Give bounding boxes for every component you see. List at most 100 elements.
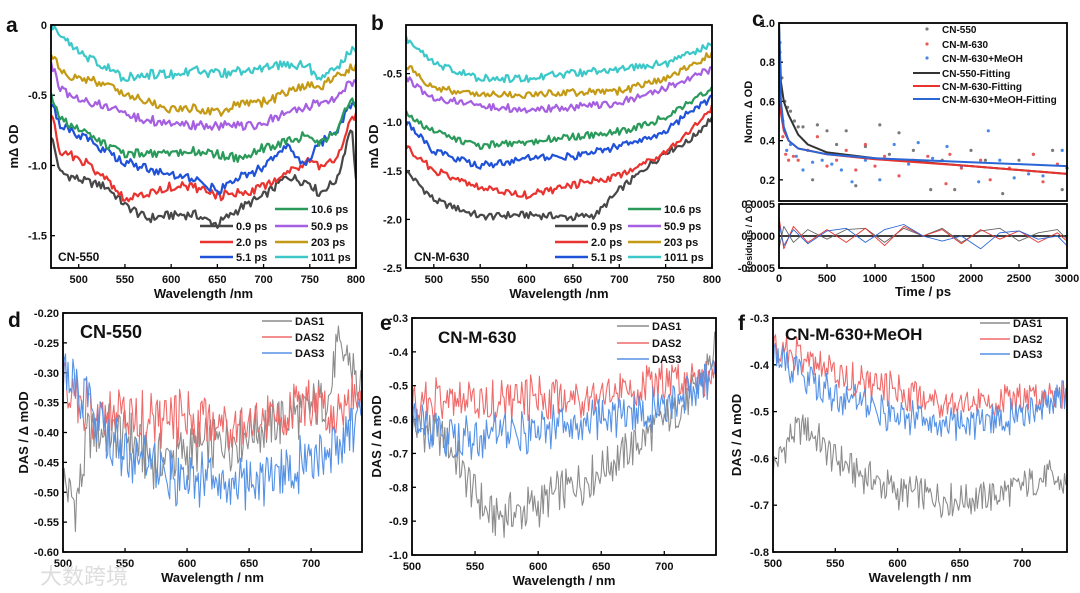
y-tick-label: -0.35	[34, 398, 59, 410]
series-group	[63, 325, 362, 533]
x-tick-label: 550	[116, 274, 134, 286]
y-tick-label: -0.5	[383, 69, 402, 81]
legend-label: DAS2	[1013, 334, 1042, 346]
scatter-point-cn-m-630-meoh	[839, 168, 844, 172]
plot-frame	[778, 22, 1068, 202]
x-tick-label: 700	[610, 274, 628, 286]
legend-label: 10.6 ps	[311, 204, 348, 216]
legend-marker	[925, 42, 929, 46]
y-axis-title: mΔ OD	[366, 124, 381, 168]
scatter-point-cn-550	[854, 184, 858, 188]
series-line-50-9-ps	[51, 61, 356, 131]
scatter-point-cn-550	[844, 129, 848, 133]
series-line-10-6-ps	[51, 92, 356, 163]
x-axis-title: Time / ps	[895, 284, 951, 299]
x-tick-label: 600	[162, 274, 180, 286]
scatter-point-cn-550	[983, 158, 988, 162]
legend-label: CN-M-630-Fitting	[942, 82, 1022, 93]
series-line-das3	[773, 342, 1067, 442]
y-tick-label: -0.9	[389, 516, 408, 528]
series-line-0-9-ps	[51, 129, 356, 229]
x-tick-label: 700	[1013, 558, 1031, 570]
scatter-point-cn-550	[811, 178, 815, 182]
scatter-point-cn-550	[1051, 148, 1055, 152]
scatter-point-cn-m-630-meoh	[892, 142, 896, 147]
x-tick-label: 550	[826, 558, 844, 570]
panel-letter: a	[6, 14, 18, 37]
residual-frame	[778, 203, 1068, 269]
scatter-point-cn-m-630	[979, 158, 983, 162]
series-line-cn-550	[779, 225, 1067, 249]
scatter-point-cn-m-630-meoh	[794, 154, 798, 158]
legend-marker	[925, 56, 929, 60]
y-tick-label: 0.0005	[741, 199, 775, 211]
scatter-point-cn-m-630-meoh	[863, 158, 868, 162]
scatter-point-cn-m-630-meoh	[931, 156, 935, 160]
y-tick-label: 0.6	[760, 96, 775, 108]
series-line-cn-m-630-fitting	[779, 101, 1067, 175]
x-axis-title: Wavelength /nm	[154, 286, 253, 301]
scatter-point-cn-550	[788, 109, 793, 113]
series-line-203-ps	[406, 51, 712, 99]
legend-label: DAS1	[652, 321, 681, 333]
scatter-point-cn-m-630	[897, 174, 901, 178]
y-tick-label: -2.0	[383, 214, 402, 226]
series-line-5-1-ps	[51, 101, 356, 196]
legend-label: DAS3	[295, 348, 324, 360]
x-tick-label: 500	[425, 274, 443, 286]
x-tick-label: 650	[564, 274, 582, 286]
sample-label: CN-550	[80, 322, 142, 342]
scatter-point-cn-m-630-meoh	[1012, 176, 1016, 180]
y-tick-label: -1.0	[389, 550, 408, 562]
scatter-point-cn-m-630-meoh	[1027, 172, 1031, 176]
series-line-50-9-ps	[406, 66, 712, 114]
legend-label: 0.9 ps	[236, 221, 267, 233]
scatter-point-cn-550	[929, 188, 933, 192]
y-tick-label: -0.8	[389, 482, 408, 494]
y-tick-label: -0.45	[34, 457, 59, 469]
scatter-point-cn-m-630-meoh	[878, 178, 882, 182]
series-line-das2	[773, 334, 1067, 419]
x-tick-label: 600	[888, 558, 906, 570]
series-line-cn-m-630-meoh	[779, 223, 1067, 250]
x-tick-label: 550	[466, 561, 484, 573]
sample-label: CN-M-630+MeOH	[785, 325, 922, 344]
x-tick-label: 600	[529, 561, 547, 573]
y-tick-label: 1.0	[760, 18, 775, 30]
legend-label: 50.9 ps	[311, 221, 348, 233]
scatter-point-cn-550	[953, 188, 957, 192]
x-tick-label: 500	[764, 558, 782, 570]
y-tick-label: -0.55	[34, 517, 59, 529]
panel-letter: b	[371, 12, 384, 35]
scatter-point-cn-m-630	[835, 158, 839, 162]
legend-label: CN-550-Fitting	[942, 69, 1010, 80]
series-line-10-6-ps	[406, 86, 712, 150]
y-tick-label: -0.3	[389, 313, 408, 325]
scatter-point-cn-m-630-meoh	[830, 162, 834, 166]
legend-label: DAS3	[1013, 349, 1042, 361]
x-tick-label: 0	[776, 273, 782, 285]
scatter-point-cn-m-630	[781, 135, 785, 139]
series-line-cn-m-630	[779, 216, 1067, 250]
scatter-point-cn-m-630-meoh	[811, 160, 815, 164]
plot-frame	[62, 312, 363, 553]
panel-letter: e	[380, 312, 392, 335]
y-tick-label: 0.4	[760, 136, 776, 148]
scatter-point-cn-m-630	[787, 158, 791, 162]
scatter-point-cn-550	[969, 148, 973, 152]
legend-marker	[925, 27, 929, 31]
x-tick-label: 700	[254, 274, 272, 286]
series-group	[406, 35, 712, 222]
y-tick-label: -0.5	[389, 381, 408, 393]
y-axis-title: Norm. Δ OD	[743, 81, 755, 143]
scatter-point-cn-m-630	[863, 142, 868, 147]
y-tick-label: -0.4	[389, 347, 409, 359]
y-tick-label: -0.0005	[738, 263, 775, 275]
series-line-das1	[63, 325, 362, 533]
legend-label: DAS1	[295, 316, 324, 328]
residual-y-axis-title: Residuals / Δ OD	[744, 199, 754, 272]
x-tick-label: 650	[592, 561, 610, 573]
scatter-point-cn-m-630	[926, 154, 930, 158]
series-group	[51, 25, 356, 229]
x-tick-label: 600	[517, 274, 535, 286]
